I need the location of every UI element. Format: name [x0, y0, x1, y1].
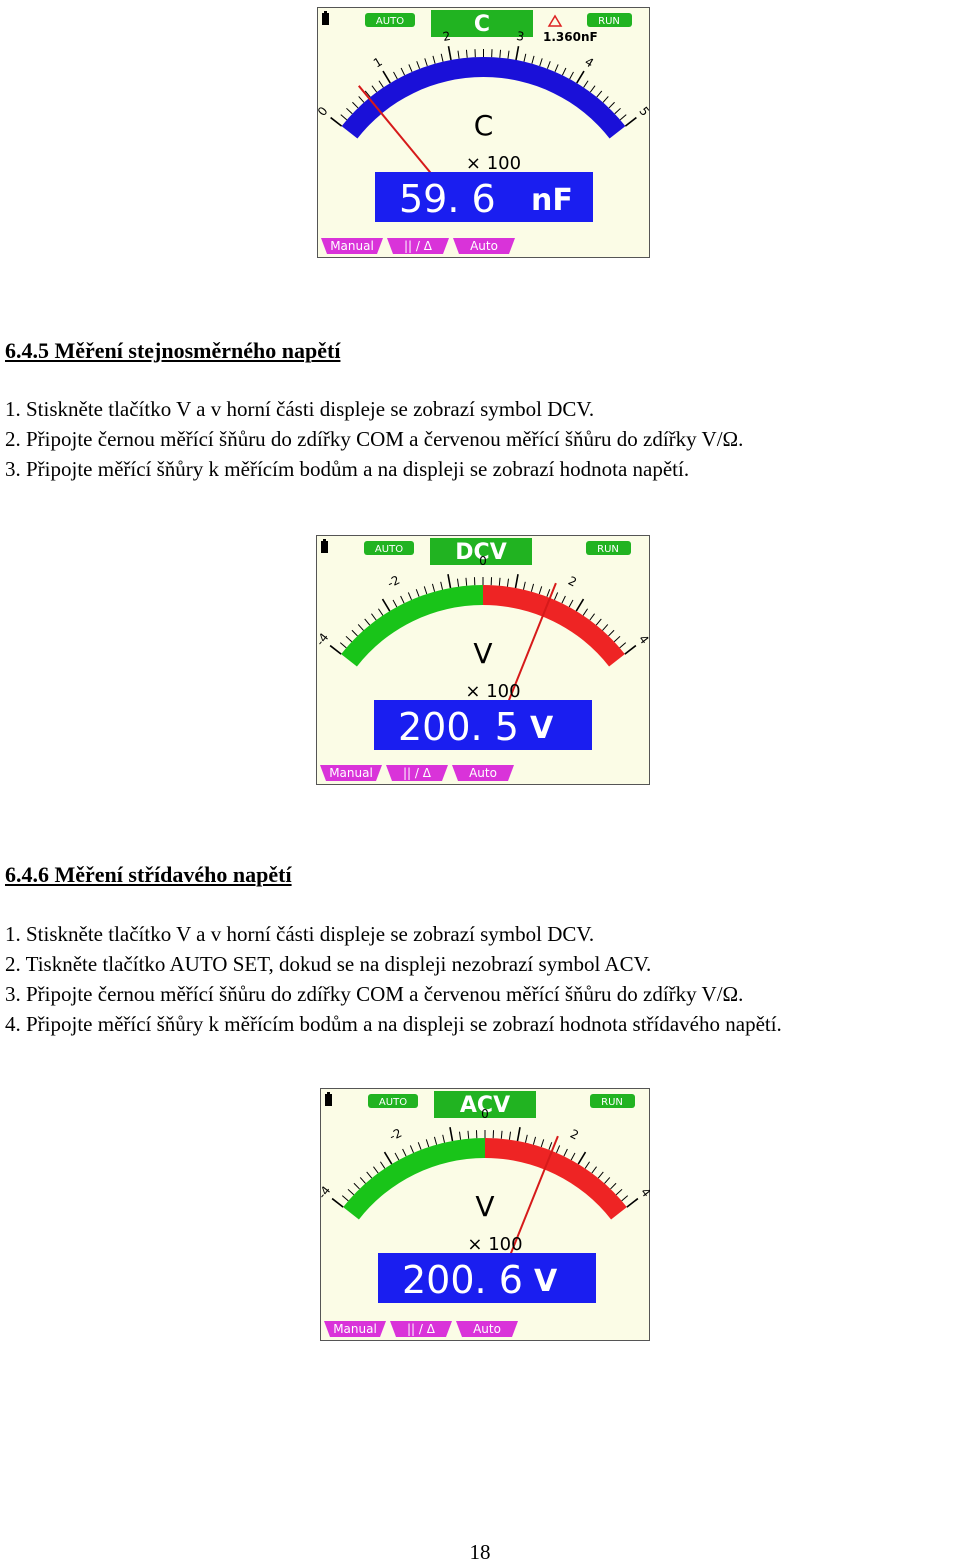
readout-unit: V: [530, 711, 554, 746]
softkey-label: Manual: [330, 239, 374, 253]
section-heading-ac: 6.4.6 Měření střídavého napětí: [5, 862, 292, 888]
softkey-label: Auto: [469, 766, 497, 780]
softkey-label: Manual: [333, 1322, 377, 1336]
battery-icon-tip: [327, 1092, 330, 1094]
list-item: 1. Stiskněte tlačítko V a v horní části …: [5, 919, 782, 949]
readout-value: 59. 6: [399, 177, 496, 221]
list-item: 4. Připojte měřící šňůry k měřícím bodům…: [5, 1009, 782, 1039]
run-badge-label: RUN: [597, 544, 619, 555]
softkey-label: Manual: [329, 766, 373, 780]
list-item: 3. Připojte černou měřící šňůru do zdířk…: [5, 979, 782, 1009]
readout-value: 200. 6: [402, 1258, 523, 1302]
battery-icon: [321, 541, 328, 553]
readout-value: 200. 5: [398, 705, 519, 749]
page-number: 18: [0, 1540, 960, 1565]
list-item: 2. Tiskněte tlačítko AUTO SET, dokud se …: [5, 949, 782, 979]
multiplier-label: × 100: [466, 153, 521, 174]
multiplier-label: × 100: [465, 681, 520, 702]
unit-symbol: V: [473, 637, 492, 670]
mode-label: C: [474, 12, 490, 37]
section-heading-dc: 6.4.5 Měření stejnosměrného napětí: [5, 338, 340, 364]
reference-value: 1.360nF: [543, 30, 598, 44]
softkey-label: Auto: [470, 239, 498, 253]
list-item: 1. Stiskněte tlačítko V a v horní části …: [5, 394, 743, 424]
softkey-label: || / Δ: [404, 239, 433, 253]
unit-symbol: V: [475, 1190, 494, 1223]
softkey-label: || / Δ: [407, 1322, 436, 1336]
readout-unit: V: [534, 1264, 558, 1299]
auto-badge-label: AUTO: [375, 544, 403, 555]
auto-badge-label: AUTO: [379, 1097, 407, 1108]
battery-icon: [322, 13, 329, 25]
run-badge-label: RUN: [601, 1097, 623, 1108]
list-item: 3. Připojte měřící šňůry k měřícím bodům…: [5, 454, 743, 484]
battery-icon-tip: [323, 539, 326, 541]
section-steps-dc: 1. Stiskněte tlačítko V a v horní části …: [5, 394, 743, 484]
auto-badge-label: AUTO: [376, 16, 404, 27]
section-steps-ac: 1. Stiskněte tlačítko V a v horní části …: [5, 919, 782, 1039]
scale-label: 0: [479, 554, 487, 568]
run-badge-label: RUN: [598, 16, 620, 27]
battery-icon: [325, 1094, 332, 1106]
scale-label: 0: [481, 1107, 489, 1121]
softkey-label: || / Δ: [403, 766, 432, 780]
softkey-label: Auto: [473, 1322, 501, 1336]
list-item: 2. Připojte černou měřící šňůru do zdířk…: [5, 424, 743, 454]
multiplier-label: × 100: [467, 1234, 522, 1255]
battery-icon-tip: [324, 11, 327, 13]
readout-unit: nF: [531, 183, 573, 218]
unit-symbol: C: [474, 109, 494, 142]
